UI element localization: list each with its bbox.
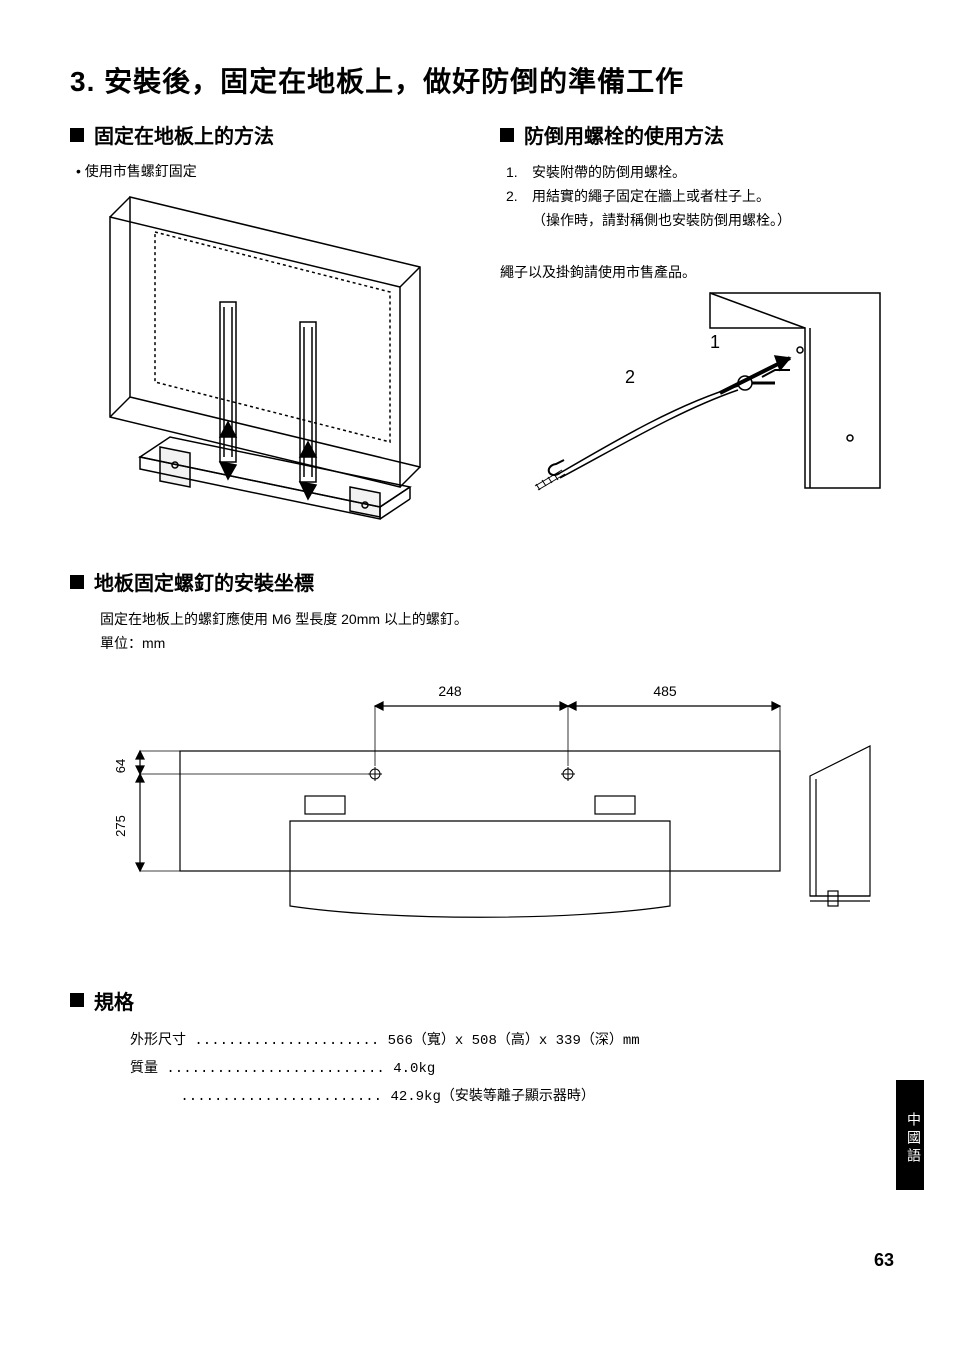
diagram-label-2: 2 [625,367,635,387]
spec-label: 質量 [130,1055,158,1083]
right-heading: 防倒用螺栓的使用方法 [500,120,890,149]
step-text: 用結實的繩子固定在牆上或者柱子上。 [532,185,770,209]
screw-heading-text: 地板固定螺釘的安裝坐標 [94,567,314,596]
two-column-layout: 固定在地板上的方法 • 使用市售螺釘固定 [70,120,884,527]
square-bullet-icon [70,128,84,142]
spec-row-1: 質量 .......................... 4.0kg [130,1055,884,1083]
screw-coord-section: 地板固定螺釘的安裝坐標 固定在地板上的螺釘應使用 M6 型長度 20mm 以上的… [70,567,884,946]
left-heading-text: 固定在地板上的方法 [94,120,274,149]
square-bullet-icon [500,128,514,142]
spec-dots: .......................... [158,1055,393,1083]
diagram-label-1: 1 [710,332,720,352]
right-heading-text: 防倒用螺栓的使用方法 [524,120,724,149]
spec-label: 外形尺寸 [130,1027,186,1055]
step-2: 2. 用結實的繩子固定在牆上或者柱子上。 [506,185,890,209]
spec-value: 42.9kg（安裝等離子顯示器時） [390,1083,594,1111]
spec-row-2: ........................ 42.9kg（安裝等離子顯示器… [130,1083,884,1111]
right-note: 繩子以及掛鉤請使用市售產品。 [500,262,890,282]
step-num: 2. [506,185,524,209]
page-title: 3. 安裝後，固定在地板上，做好防倒的準備工作 [70,60,884,100]
spec-lines: 外形尺寸 ...................... 566（寬）x 508（… [130,1027,884,1111]
left-column: 固定在地板上的方法 • 使用市售螺釘固定 [70,120,470,527]
spec-heading-text: 規格 [94,986,134,1015]
dim-h2: 275 [113,815,128,837]
dim-w2: 485 [653,683,677,699]
spec-heading: 規格 [70,986,884,1015]
spec-row-0: 外形尺寸 ...................... 566（寬）x 508（… [130,1027,884,1055]
spec-value: 4.0kg [393,1055,435,1083]
screw-line1: 固定在地板上的螺釘應使用 M6 型長度 20mm 以上的螺釘。 [100,608,884,632]
screw-heading: 地板固定螺釘的安裝坐標 [70,567,884,596]
dimension-diagram: 248 485 64 275 [70,666,890,946]
spec-dots: ...................... [186,1027,388,1055]
right-column: 防倒用螺栓的使用方法 1. 安裝附帶的防倒用螺栓。 2. 用結實的繩子固定在牆上… [500,120,890,527]
square-bullet-icon [70,575,84,589]
left-bullet: • 使用市售螺釘固定 [76,161,470,181]
screw-line2: 單位：mm [100,632,884,656]
right-steps: 1. 安裝附帶的防倒用螺栓。 2. 用結實的繩子固定在牆上或者柱子上。 （操作時… [506,161,890,232]
language-tab: 中國語 [896,1080,924,1190]
step-sub: （操作時，請對稱側也安裝防倒用螺栓。） [532,209,890,233]
spec-section: 規格 外形尺寸 ...................... 566（寬）x 5… [70,986,884,1111]
spec-dots: ........................ [130,1083,390,1111]
step-num: 1. [506,161,524,185]
dim-w1: 248 [438,683,462,699]
spec-value: 566（寬）x 508（高）x 339（深）mm [388,1027,640,1055]
square-bullet-icon [70,993,84,1007]
page-number: 63 [874,1250,894,1271]
step-1: 1. 安裝附帶的防倒用螺栓。 [506,161,890,185]
left-heading: 固定在地板上的方法 [70,120,470,149]
step-text: 安裝附帶的防倒用螺栓。 [532,161,686,185]
dim-h1: 64 [113,758,128,772]
bolt-diagram: 1 2 [500,288,890,498]
stand-diagram [70,187,430,527]
